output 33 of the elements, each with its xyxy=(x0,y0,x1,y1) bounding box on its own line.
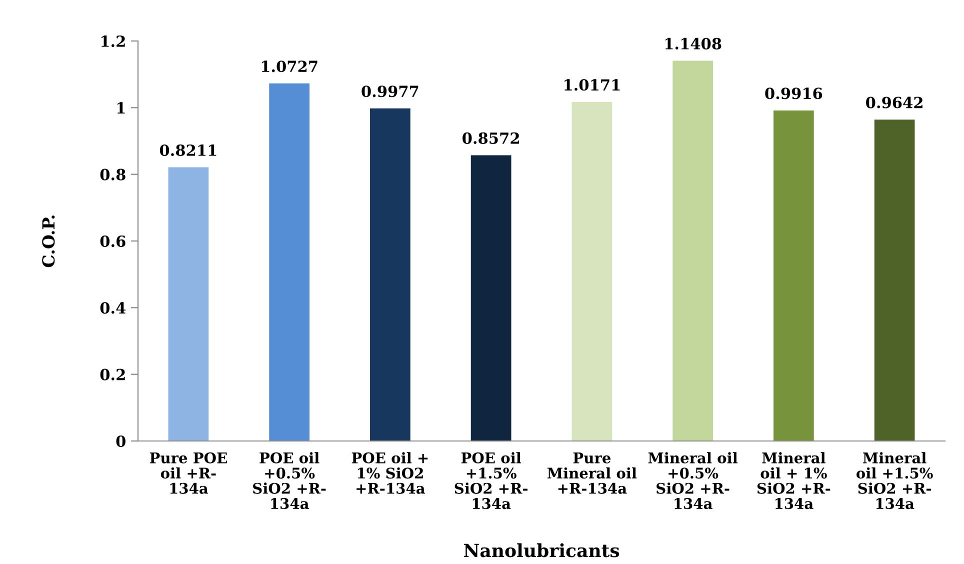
x-tick-label: POE oil + 1% SiO2 +R-134a xyxy=(352,452,428,494)
data-label: 1.0727 xyxy=(262,60,318,72)
x-tick-label: Pure POE oil +R- 134a xyxy=(150,452,227,494)
x-tick-label: Mineral oil + 1% SiO2 +R- 134a xyxy=(757,452,830,510)
data-label: 0.8211 xyxy=(160,144,216,156)
bar xyxy=(572,102,612,441)
bar xyxy=(672,60,713,441)
y-tick-label: 0.6 xyxy=(100,235,126,248)
x-axis-title: Nanolubricants xyxy=(464,543,620,558)
data-label: 0.9916 xyxy=(765,88,822,100)
y-axis-title: C.O.P. xyxy=(42,216,55,268)
x-tick-label: Pure Mineral oil +R-134a xyxy=(547,452,637,494)
y-tick-label: 0 xyxy=(116,435,126,448)
bar xyxy=(774,110,814,441)
bar xyxy=(269,83,310,441)
y-tick-label: 0.8 xyxy=(100,168,126,180)
bar xyxy=(370,108,410,441)
x-tick-label: Mineral oil +1.5% SiO2 +R- 134a xyxy=(856,452,933,510)
y-tick-label: 0.2 xyxy=(100,368,125,380)
x-tick-label: Mineral oil +0.5% SiO2 +R- 134a xyxy=(648,452,738,510)
x-tick-label: POE oil +0.5% SiO2 +R- 134a xyxy=(253,452,326,510)
y-tick-label: 1 xyxy=(117,102,125,114)
x-tick-label: POE oil +1.5% SiO2 +R- 134a xyxy=(454,452,528,510)
data-label: 0.9642 xyxy=(866,96,922,108)
data-label: 0.8572 xyxy=(462,132,519,144)
data-label: 0.9977 xyxy=(362,86,418,98)
data-label: 1.1408 xyxy=(665,38,722,50)
bar xyxy=(168,167,209,441)
data-label: 1.0171 xyxy=(564,79,620,91)
y-tick-label: 1.2 xyxy=(101,35,125,48)
bar xyxy=(470,155,512,441)
y-tick-label: 0.4 xyxy=(100,302,126,314)
bar xyxy=(874,120,915,441)
